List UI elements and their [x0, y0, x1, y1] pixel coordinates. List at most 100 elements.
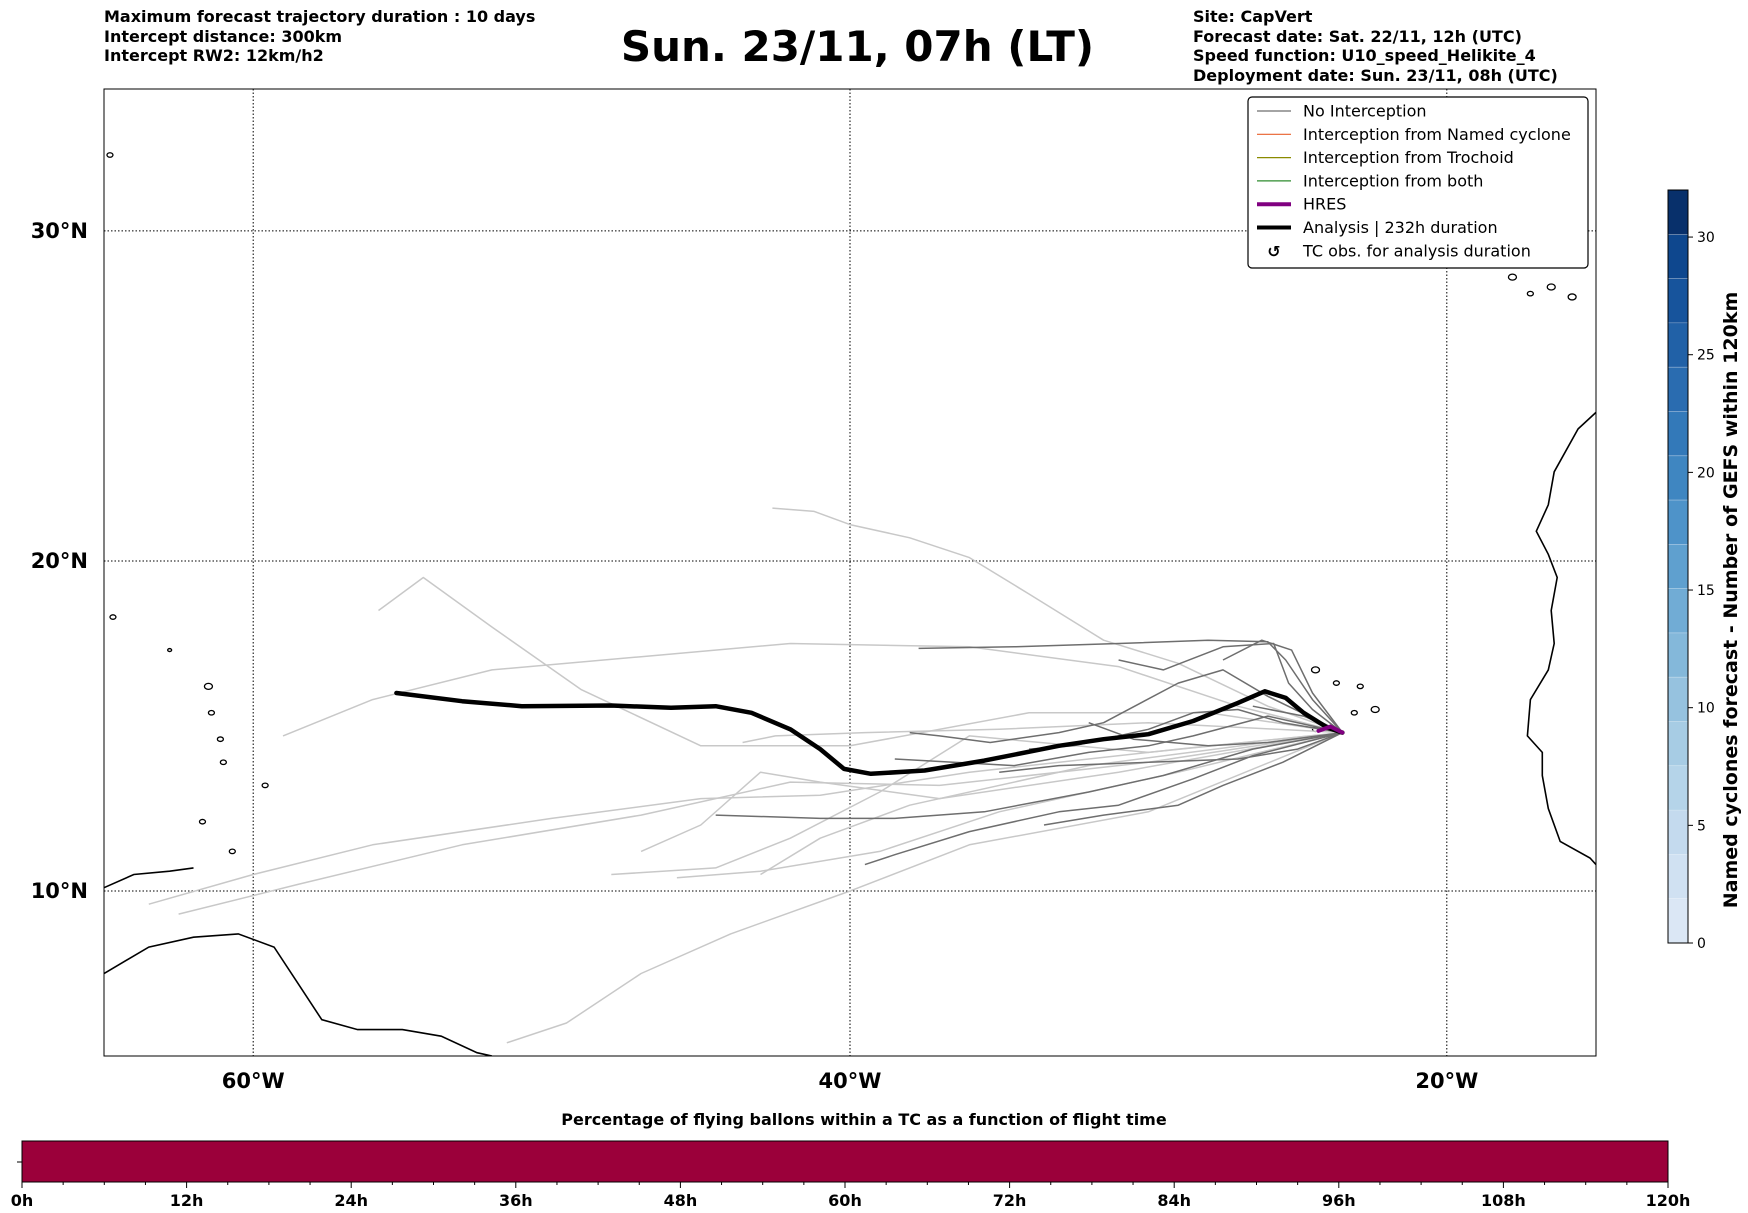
island-outline: [1332, 680, 1341, 686]
island-outline: [106, 152, 114, 158]
longitude-labels: 60°W 40°W 20°W: [222, 1069, 1478, 1093]
flight-time-tick-label: 36h: [499, 1191, 533, 1210]
forecast-date-text: Forecast date: Sat. 22/11, 12h (UTC): [1193, 26, 1522, 46]
lon-tick-label: 20°W: [1415, 1069, 1478, 1093]
flight-time-tick-label: 108h: [1481, 1191, 1526, 1210]
island-outline: [228, 848, 236, 855]
coastline-south-america: [104, 933, 493, 1056]
colorbar-tick-label: 25: [1697, 348, 1715, 364]
colorbar-ticks: 0 5 10 15 20 25 30: [1688, 230, 1715, 952]
trajectory-line: [378, 576, 1343, 747]
flight-time-tick-label: 84h: [1157, 1191, 1191, 1210]
coastline-paria: [104, 867, 194, 889]
island-outline: [1370, 705, 1380, 714]
map-frame: [103, 88, 1597, 1057]
forecast-parameters: Maximum forecast trajectory duration : 1…: [104, 7, 535, 66]
colorbar-segment: [1668, 411, 1688, 457]
legend-label: Interception from both: [1303, 171, 1483, 190]
colorbar-segment: [1668, 190, 1688, 235]
analysis-track: [394, 689, 1345, 777]
light-trajectories: [148, 507, 1343, 1044]
island-outline: [1567, 293, 1577, 301]
site-info: Site: CapVert Forecast date: Sat. 22/11,…: [1193, 7, 1558, 85]
colorbar-segment: [1668, 588, 1688, 634]
colorbar-tick-label: 10: [1697, 701, 1715, 717]
island-outline: [1614, 286, 1626, 295]
island-outline: [1507, 273, 1518, 281]
flight-time-tick-label: 96h: [1322, 1191, 1356, 1210]
legend-label: Interception from Named cyclone: [1303, 125, 1571, 144]
cyclone-colorbar: 0 5 10 15 20 25 30: [1667, 189, 1715, 952]
colorbar-tick-label: 20: [1697, 465, 1715, 481]
tc-observation-icon: ↺: [1267, 242, 1280, 261]
latitude-labels: 30°N 20°N 10°N: [31, 219, 88, 903]
trajectory-line: [506, 731, 1343, 1044]
trajectory-line: [715, 731, 1343, 820]
trajectory-line: [611, 731, 1343, 876]
colorbar-segment: [1668, 455, 1688, 501]
analysis-trajectory: [394, 689, 1345, 777]
trajectory-line: [894, 715, 1343, 767]
lat-tick-label: 20°N: [31, 549, 88, 573]
legend-box: [1247, 96, 1589, 269]
trajectory-line: [864, 731, 1343, 866]
island-outline: [1546, 283, 1556, 291]
lat-tick-label: 30°N: [31, 219, 88, 243]
flight-time-tick-label: 48h: [664, 1191, 698, 1210]
colorbar-frame: [1667, 189, 1689, 944]
island-outline: [1526, 290, 1535, 297]
flight-time-tick-label: 60h: [828, 1191, 862, 1210]
page-title: Sun. 23/11, 07h (LT): [620, 22, 1095, 71]
flight-time-ticks: 0h 12h 24h 36h 48h 60h 72h 84h 96h 108h 120h: [11, 1182, 1691, 1210]
colorbar-segment: [1668, 854, 1688, 900]
lon-tick-label: 60°W: [222, 1069, 285, 1093]
map-plot: 30°N 20°N 10°N 60°W 40°W 20°W No Interceptio…: [31, 88, 1626, 1093]
trajectory-line: [760, 731, 1343, 876]
site-text: Site: CapVert: [1193, 7, 1313, 26]
colorbar-segment: [1668, 367, 1688, 412]
colorbar-tick-label: 15: [1697, 583, 1715, 599]
flight-time-tick-label: 12h: [170, 1191, 204, 1210]
flight-time-fill: [21, 1140, 1669, 1183]
intercept-rw2-text: Intercept RW2: 12km/h2: [104, 46, 324, 65]
flight-time-tick-label: 120h: [1646, 1191, 1691, 1210]
trajectory-line: [282, 642, 1343, 737]
colorbar-segment: [1668, 898, 1688, 944]
legend-label: Analysis | 232h duration: [1303, 218, 1498, 237]
trajectory-line: [772, 507, 1343, 734]
lat-tick-label: 10°N: [31, 879, 88, 903]
hres-track: [1316, 724, 1345, 735]
colorbar-tick-label: 30: [1697, 230, 1715, 246]
colorbar-tick-label: 5: [1697, 818, 1706, 834]
colorbar-segment: [1668, 765, 1688, 811]
island-outline: [261, 782, 269, 789]
legend-label: HRES: [1303, 195, 1346, 214]
colorbar-segment: [1668, 322, 1688, 368]
lon-tick-label: 40°W: [819, 1069, 882, 1093]
colorbar-label: Named cyclones forecast - Number of GEFS…: [1720, 291, 1742, 909]
island-outline: [166, 647, 173, 653]
colorbar-segment: [1668, 632, 1688, 678]
flight-time-tick-label: 72h: [993, 1191, 1027, 1210]
colorbar-segment: [1668, 544, 1688, 590]
trajectory-line: [999, 731, 1343, 773]
colorbar-segment: [1668, 500, 1688, 545]
dark-trajectories: [715, 639, 1343, 866]
trajectory-line: [1088, 721, 1343, 747]
flight-time-tick-label: 0h: [11, 1191, 34, 1210]
trajectory-line: [909, 669, 1343, 744]
colorbar-segment: [1668, 810, 1688, 855]
colorbar-segment: [1668, 278, 1688, 324]
colorbar-segment: [1668, 234, 1688, 280]
island-outline: [207, 709, 216, 716]
trajectory-line: [1043, 731, 1343, 826]
colorbar-segment: [1668, 677, 1688, 723]
flight-time-tick-label: 24h: [334, 1191, 368, 1210]
coastline-africa: [1526, 411, 1596, 866]
trajectory-line: [178, 731, 1343, 915]
island-outline: [1350, 709, 1358, 716]
intercept-distance-text: Intercept distance: 300km: [104, 26, 343, 46]
flight-time-bar-title: Percentage of flying ballons within a TC…: [561, 1110, 1167, 1129]
island-outline: [109, 614, 117, 620]
